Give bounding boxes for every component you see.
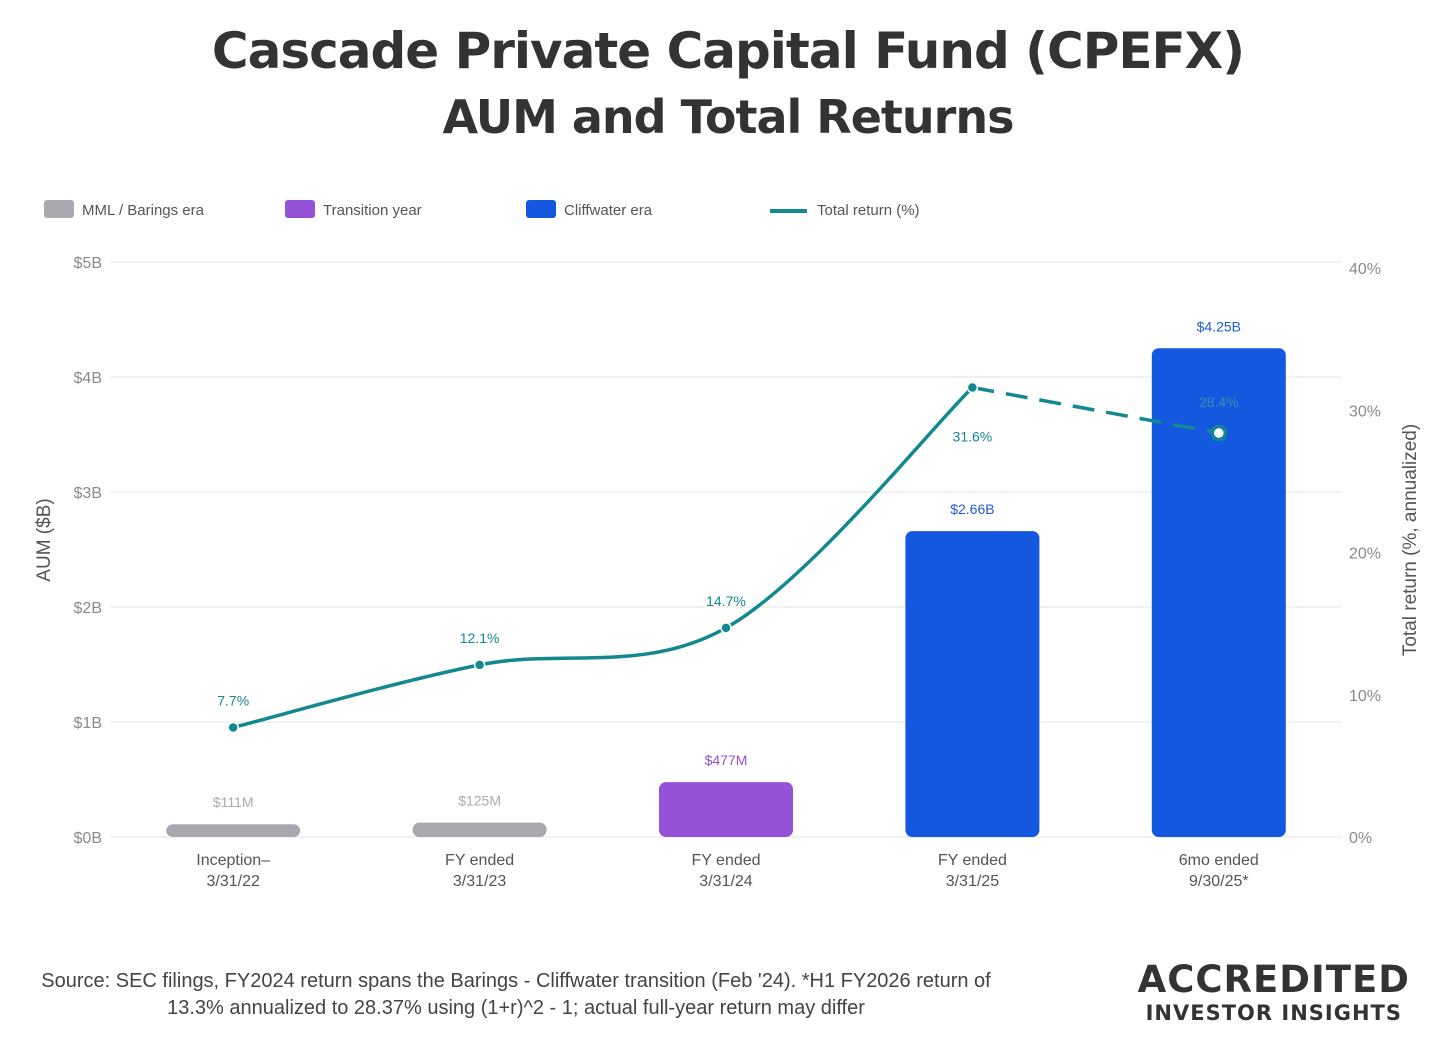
- aum-bar: [1151, 348, 1286, 837]
- return-line-projected: [972, 385, 1220, 435]
- return-label: 14.7%: [706, 593, 746, 609]
- x-tick-label-line-2: 3/31/23: [453, 873, 506, 890]
- aum-bar-label: $2.66B: [950, 501, 994, 517]
- y-right-tick-label: 30%: [1349, 403, 1381, 420]
- x-tick-label-line-1: FY ended: [938, 852, 1007, 869]
- y-left-axis-title: AUM ($B): [34, 498, 55, 581]
- x-tick-label-line-1: FY ended: [445, 852, 514, 869]
- legend-swatch: [526, 200, 556, 218]
- x-tick-label-line-2: 3/31/22: [207, 873, 260, 890]
- return-line: [231, 385, 975, 730]
- brand-line-2: INVESTOR INSIGHTS: [1145, 1001, 1402, 1025]
- return-point: [227, 721, 239, 734]
- x-tick-label-line-2: 3/31/24: [699, 873, 752, 890]
- source-note: Source: SEC filings, FY2024 return spans…: [16, 968, 1016, 1022]
- brand-logo: ACCREDITED INVESTOR INSIGHTS: [1138, 960, 1410, 1026]
- aum-bar: [905, 531, 1040, 837]
- y-left-tick-label: $2B: [74, 600, 102, 617]
- chart-title: Cascade Private Capital Fund (CPEFX): [211, 22, 1245, 80]
- y-right-tick-label: 40%: [1349, 261, 1381, 278]
- x-tick-label-line-1: Inception–: [196, 852, 270, 869]
- return-point: [720, 622, 732, 634]
- legend-label: Cliffwater era: [564, 202, 653, 219]
- return-label: 12.1%: [460, 630, 500, 646]
- aum-bar: [166, 824, 301, 837]
- aum-bar: [412, 822, 547, 837]
- legend-swatch: [44, 200, 74, 218]
- return-point: [966, 381, 979, 394]
- y-left-tick-label: $0B: [74, 830, 102, 847]
- return-point: [473, 659, 486, 671]
- chart-subtitle: AUM and Total Returns: [442, 90, 1015, 144]
- aum-bar-label: $125M: [458, 793, 501, 809]
- y-right-tick-label: 0%: [1349, 830, 1372, 847]
- y-left-tick-label: $1B: [74, 715, 102, 732]
- y-right-axis-title: Total return (%, annualized): [1400, 424, 1421, 656]
- chart-area: $0B $1B $2B $3B $4B $5B 0% 10% 20% 30% 40% AUM ($B)…: [34, 200, 1421, 890]
- legend-label: Transition year: [323, 202, 422, 219]
- x-tick-label-line-1: 6mo ended: [1179, 852, 1259, 869]
- y-left-tick-label: $3B: [74, 485, 102, 502]
- aum-bar-label: $111M: [213, 794, 254, 810]
- return-label: 28.4%: [1199, 394, 1239, 410]
- return-label: 31.6%: [953, 428, 993, 444]
- y-right-tick-label: 10%: [1349, 688, 1381, 705]
- legend-label: MML / Barings era: [82, 202, 205, 219]
- y-left-tick-label: $5B: [74, 255, 102, 272]
- brand-line-1: ACCREDITED: [1137, 958, 1410, 1001]
- aum-bar: [659, 782, 793, 837]
- legend-swatch: [285, 200, 315, 218]
- x-tick-label-line-2: 3/31/25: [946, 873, 999, 890]
- y-left-tick-label: $4B: [74, 370, 102, 387]
- aum-bar-label: $4.25B: [1197, 318, 1241, 334]
- return-label: 7.7%: [217, 692, 249, 708]
- y-right-tick-label: 20%: [1349, 546, 1381, 563]
- aum-bar-label: $477M: [705, 752, 748, 768]
- source-line-1: Source: SEC filings, FY2024 return spans…: [41, 970, 991, 992]
- x-tick-label-line-2: 9/30/25*: [1189, 873, 1249, 890]
- source-line-2: 13.3% annualized to 28.37% using (1+r)^2…: [167, 997, 865, 1019]
- x-tick-label-line-1: FY ended: [691, 852, 760, 869]
- legend-label: Total return (%): [817, 202, 920, 219]
- return-point-projected: [1210, 424, 1228, 442]
